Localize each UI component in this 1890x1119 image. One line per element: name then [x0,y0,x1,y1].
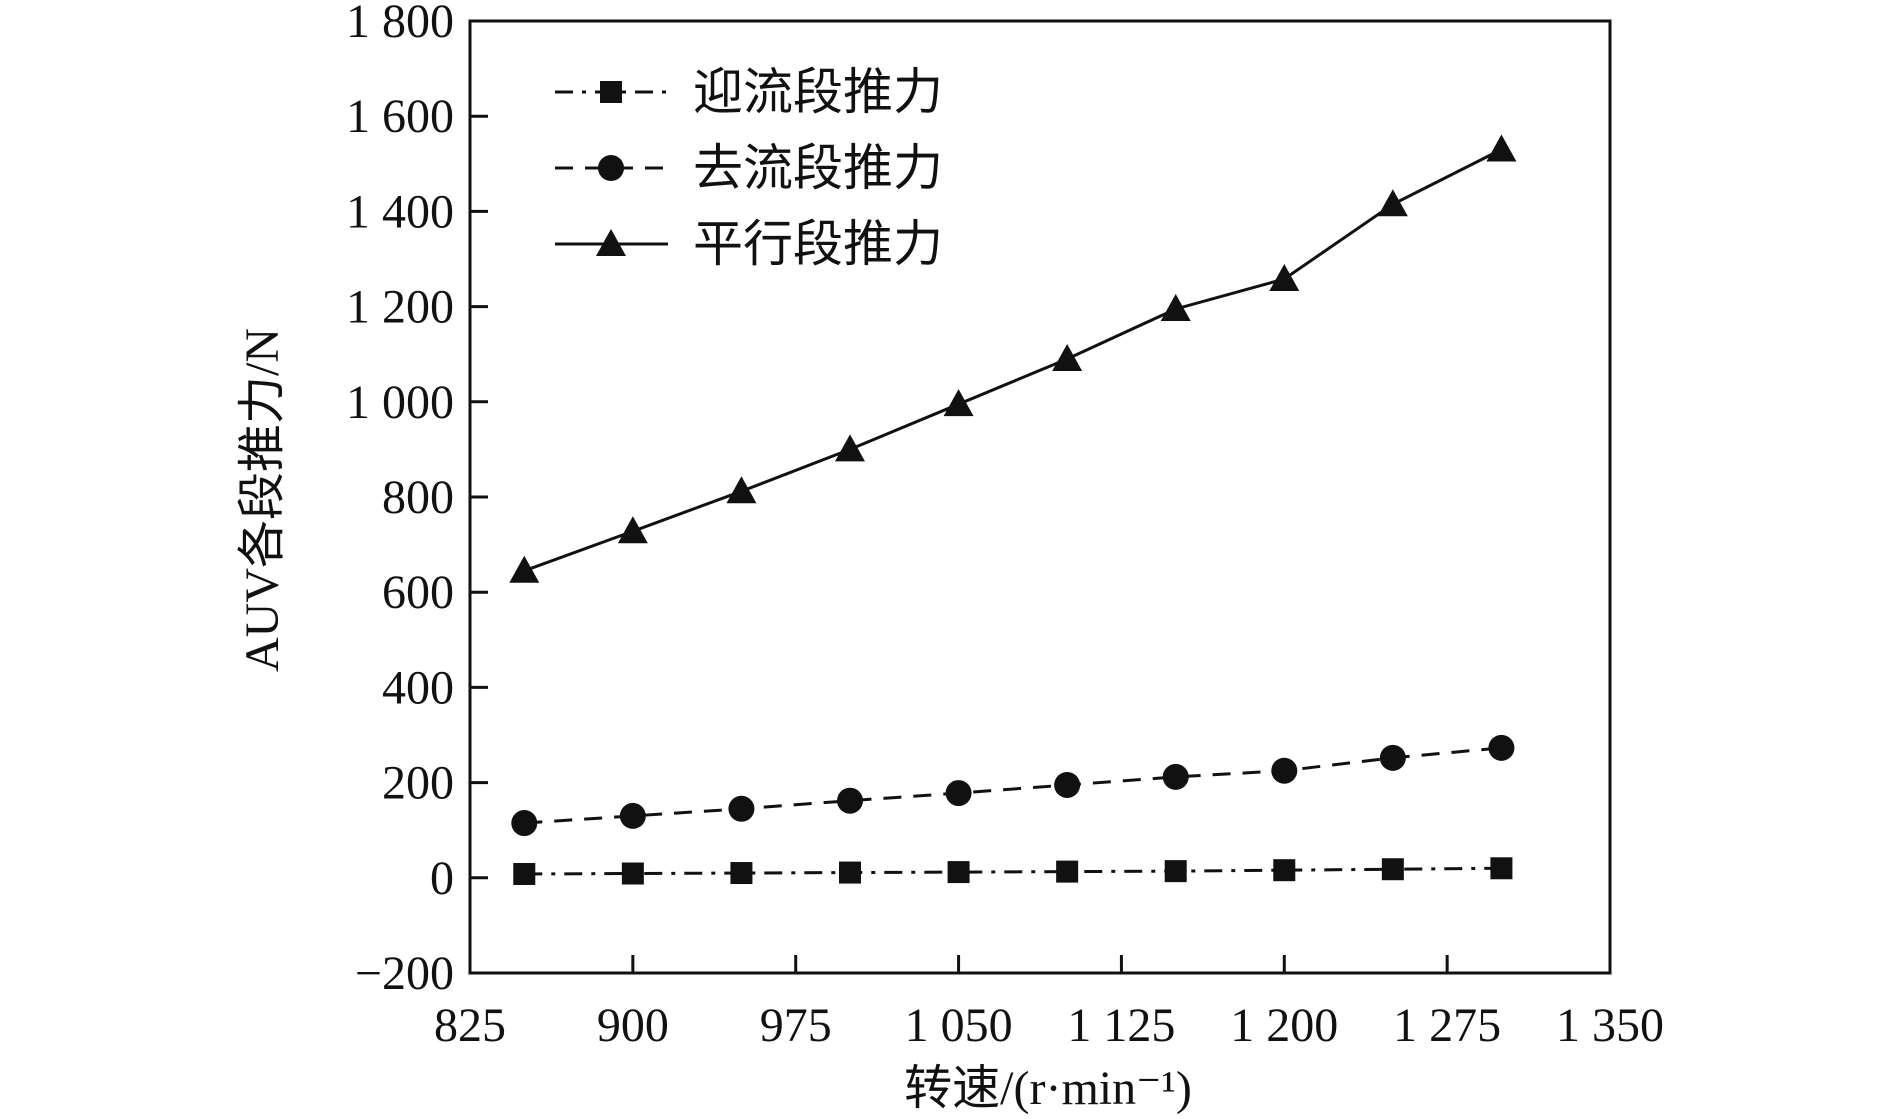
data-point-square [1056,860,1079,883]
data-point-circle [1162,763,1189,790]
x-tick-label: 1 350 [1556,999,1664,1052]
plot-frame [468,19,1612,975]
x-axis: 825 900 975 1 050 1 125 1 200 1 275 1 350 [434,955,1664,1052]
y-axis-title: AUV各段推力/N [236,328,289,672]
legend-marker-square [600,81,622,103]
series-line-triangle [523,148,1503,573]
data-point-triangle [617,516,648,544]
data-point-circle [1379,744,1406,771]
data-point-triangle [1377,189,1408,217]
series-circle [511,734,1515,837]
y-axis: −200 0 200 400 600 800 1 000 1 200 1 400 1 600 1 8… [346,0,488,1000]
data-point-square [839,861,861,884]
data-point-circle [1488,734,1515,761]
data-point-square [1381,858,1404,881]
data-point-triangle [1160,293,1191,321]
series-layer [509,134,1517,885]
data-point-square [1164,860,1187,883]
y-tick-label: 800 [382,471,454,524]
data-point-circle [1271,757,1298,784]
legend-label: 平行段推力 [693,216,943,272]
legend-marker-triangle [596,229,626,256]
data-point-triangle [1052,343,1083,371]
legend-marker-circle [598,155,624,181]
x-tick-label: 825 [434,999,506,1052]
x-tick-label: 1 275 [1393,999,1501,1052]
data-point-circle [511,810,538,837]
series-triangle [509,134,1517,583]
series-line-square [524,866,1502,876]
y-tick-label: 1 600 [346,90,454,143]
data-point-triangle [509,555,540,583]
plot-area [468,19,1612,975]
data-point-circle [837,787,863,814]
legend-label: 去流段推力 [693,140,943,196]
y-tick-label: 600 [382,566,454,619]
data-point-circle [619,802,646,829]
data-point-square [621,862,644,885]
data-point-triangle [835,434,865,462]
data-point-triangle [726,476,757,504]
legend-item-triangle: 平行段推力 [555,216,943,272]
data-point-triangle [1486,134,1517,162]
y-tick-label: −200 [355,947,454,1000]
y-tick-label: 200 [382,757,454,810]
y-tick-label: 1 400 [346,185,454,238]
data-point-square [1273,859,1296,882]
x-tick-label: 1 200 [1230,999,1338,1052]
data-point-triangle [943,389,974,417]
data-point-square [1490,857,1513,880]
y-tick-label: 0 [430,852,454,905]
x-axis-title: 转速/(r·min⁻¹) [904,1062,1192,1115]
y-tick-label: 400 [382,661,454,714]
data-point-square [730,862,753,885]
y-tick-label: 1 800 [346,0,454,48]
x-tick-label: 1 050 [905,999,1013,1052]
data-point-circle [1054,771,1081,798]
series-square [513,857,1513,885]
data-point-circle [945,780,972,807]
x-tick-label: 975 [760,999,832,1052]
legend-label: 迎流段推力 [693,64,943,120]
data-point-triangle [1269,263,1300,291]
legend-item-square: 迎流段推力 [555,64,943,120]
data-point-square [513,862,536,885]
data-point-circle [728,795,755,822]
y-tick-label: 1 200 [346,281,454,334]
x-tick-label: 900 [597,999,669,1052]
x-tick-label: 1 125 [1067,999,1175,1052]
y-tick-label: 1 000 [346,376,454,429]
legend-item-circle: 去流段推力 [555,140,943,196]
series-line-circle [524,746,1502,825]
data-point-square [947,861,970,884]
